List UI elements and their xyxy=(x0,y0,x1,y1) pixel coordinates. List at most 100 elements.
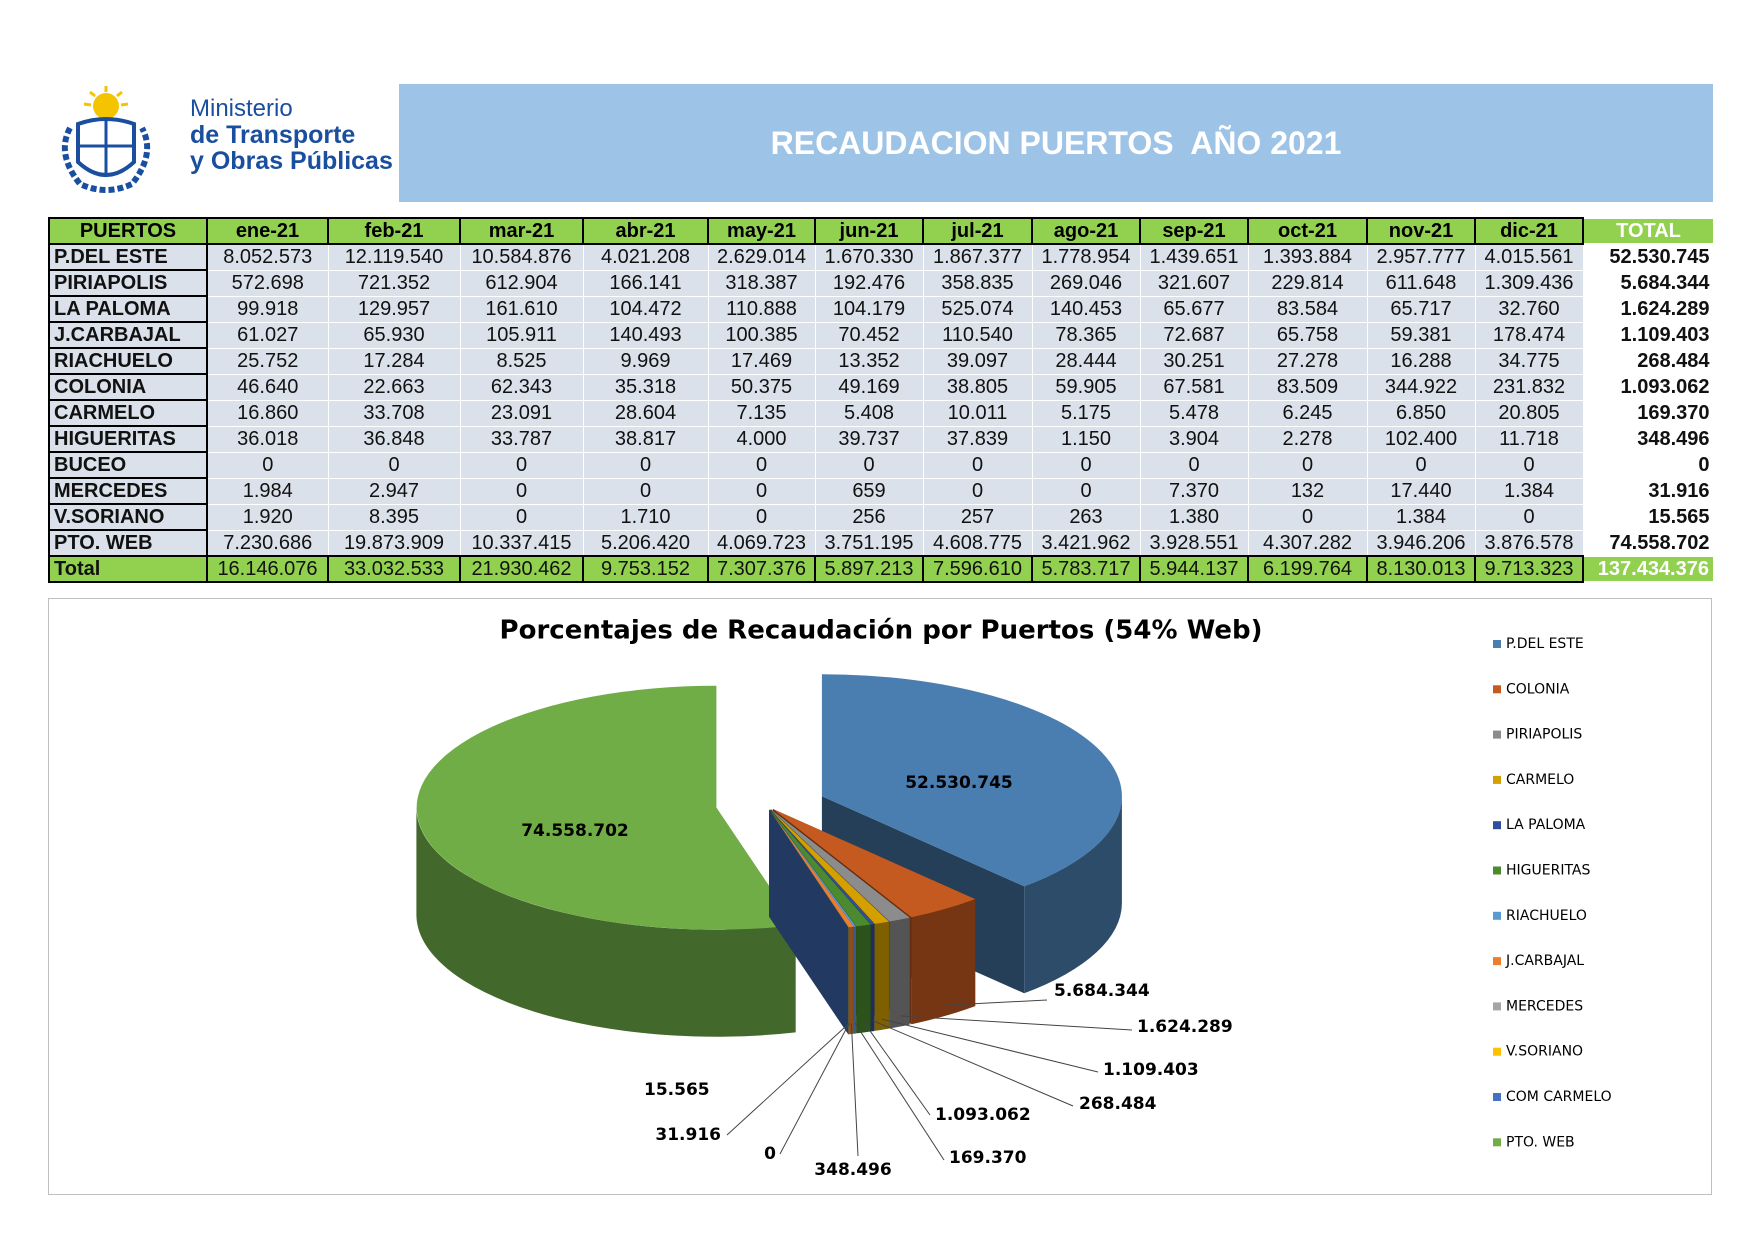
cell: 3.946.206 xyxy=(1366,529,1476,557)
chart-title: Porcentajes de Recaudación por Puertos (… xyxy=(500,616,1263,646)
cell: 46.640 xyxy=(206,373,329,401)
data-label: 268.484 xyxy=(1079,1094,1157,1114)
cell: 15.565 xyxy=(1582,503,1715,531)
cell: 1.439.651 xyxy=(1139,243,1249,271)
cell: 1.710 xyxy=(582,503,709,531)
legend-marker xyxy=(1493,911,1501,920)
cell: 12.119.540 xyxy=(327,243,461,271)
leader-line xyxy=(854,1022,945,1161)
cell: 110.540 xyxy=(922,321,1033,349)
legend-marker xyxy=(1493,1138,1501,1147)
row-label: HIGUERITAS xyxy=(48,425,208,453)
data-label: 1.624.289 xyxy=(1137,1017,1233,1037)
page-title: RECAUDACION PUERTOS AÑO 2021 xyxy=(770,124,1342,161)
cell: 611.648 xyxy=(1366,269,1476,297)
legend-marker xyxy=(1493,640,1501,648)
cell: 4.000 xyxy=(707,425,816,453)
row-label: V.SORIANO xyxy=(48,503,208,531)
cell: 268.484 xyxy=(1582,347,1715,375)
cell: 17.440 xyxy=(1366,477,1476,505)
cell: 4.069.723 xyxy=(707,529,816,557)
cell: 129.957 xyxy=(327,295,461,323)
title-bar: RECAUDACION PUERTOS AÑO 2021 xyxy=(399,84,1713,202)
cell: 5.944.137 xyxy=(1139,555,1249,583)
cell: 140.493 xyxy=(582,321,709,349)
cell: 59.381 xyxy=(1366,321,1476,349)
cell: 10.584.876 xyxy=(459,243,584,271)
row-label: RIACHUELO xyxy=(48,347,208,375)
data-label: 15.565 xyxy=(644,1080,710,1100)
cell: 178.474 xyxy=(1474,321,1584,349)
cell: 25.752 xyxy=(206,347,329,375)
legend-label: P.DEL ESTE xyxy=(1506,636,1584,652)
cell: 65.758 xyxy=(1247,321,1368,349)
cell: 0 xyxy=(922,451,1033,479)
cell: 1.778.954 xyxy=(1031,243,1141,271)
cell: 161.610 xyxy=(459,295,584,323)
laurel xyxy=(61,126,151,193)
legend-label: MERCEDES xyxy=(1506,998,1583,1014)
table-row: P.DEL ESTE 8.052.573 12.119.540 10.584.876 4… xyxy=(48,243,1715,271)
column-header: abr-21 xyxy=(582,217,709,245)
slice xyxy=(769,809,849,928)
cell: 83.509 xyxy=(1247,373,1368,401)
data-label: 0 xyxy=(764,1144,776,1164)
cell: 5.206.420 xyxy=(582,529,709,557)
slice-side xyxy=(874,921,889,1031)
cell: 8.052.573 xyxy=(206,243,329,271)
slice xyxy=(416,685,796,930)
cell: 28.604 xyxy=(582,399,709,427)
data-label: 52.530.745 xyxy=(905,773,1013,793)
legend-marker xyxy=(1493,775,1501,784)
cell: 4.608.775 xyxy=(922,529,1033,557)
legend-label: J.CARBAJAL xyxy=(1505,953,1584,969)
cell: 16.146.076 xyxy=(206,555,329,583)
slice xyxy=(769,809,849,928)
slice xyxy=(771,809,910,922)
cell: 7.230.686 xyxy=(206,529,329,557)
cell: 67.581 xyxy=(1139,373,1249,401)
cell: 0 xyxy=(459,503,584,531)
legend-label: COM CARMELO xyxy=(1506,1089,1612,1105)
cell: 10.011 xyxy=(922,399,1033,427)
table-row: V.SORIANO 1.920 8.395 0 1.710 0 256 257 263 1.380… xyxy=(48,503,1715,531)
cell: 0 xyxy=(327,451,461,479)
cell: 4.015.561 xyxy=(1474,243,1584,271)
data-label: 74.558.702 xyxy=(521,821,629,841)
legend-label: RIACHUELO xyxy=(1506,908,1587,924)
ministry-line: Ministerio xyxy=(190,95,293,122)
cell: 9.753.152 xyxy=(582,555,709,583)
cell: 0 xyxy=(459,477,584,505)
leader-line xyxy=(850,1023,859,1157)
slice xyxy=(770,809,875,925)
cell: 256 xyxy=(814,503,924,531)
column-header: jul-21 xyxy=(922,217,1033,245)
cell: 5.783.717 xyxy=(1031,555,1141,583)
cell: 83.584 xyxy=(1247,295,1368,323)
data-table: PUERTOS ene-21 feb-21 mar-21 abr-21 may-21 jun… xyxy=(48,217,1715,583)
cell: 62.343 xyxy=(459,373,584,401)
total-row: Total 16.146.076 33.032.533 21.930.462 9.753… xyxy=(48,555,1715,583)
cell: 1.624.289 xyxy=(1582,295,1715,323)
cell: 0 xyxy=(1366,451,1476,479)
header-row: PUERTOS ene-21 feb-21 mar-21 abr-21 may-21 jun… xyxy=(48,217,1715,245)
emblem: Ministerio de Transporte y Obras Pública… xyxy=(61,86,393,193)
cell: 318.387 xyxy=(707,269,816,297)
cell: 8.525 xyxy=(459,347,584,375)
cell: 5.408 xyxy=(814,399,924,427)
cell: 348.496 xyxy=(1582,425,1715,453)
cell: 0 xyxy=(582,451,709,479)
cell: 23.091 xyxy=(459,399,584,427)
column-header: feb-21 xyxy=(327,217,461,245)
cell: 0 xyxy=(459,451,584,479)
cell: 38.805 xyxy=(922,373,1033,401)
table-row: J.CARBAJAL 61.027 65.930 105.911 140.493 100.… xyxy=(48,321,1715,349)
legend-marker xyxy=(1493,1002,1501,1011)
cell: 38.817 xyxy=(582,425,709,453)
cell: 13.352 xyxy=(814,347,924,375)
ministry-line: de Transporte xyxy=(190,121,355,149)
slice xyxy=(769,809,871,927)
row-label: PTO. WEB xyxy=(48,529,208,557)
cell: 0 xyxy=(1474,451,1584,479)
